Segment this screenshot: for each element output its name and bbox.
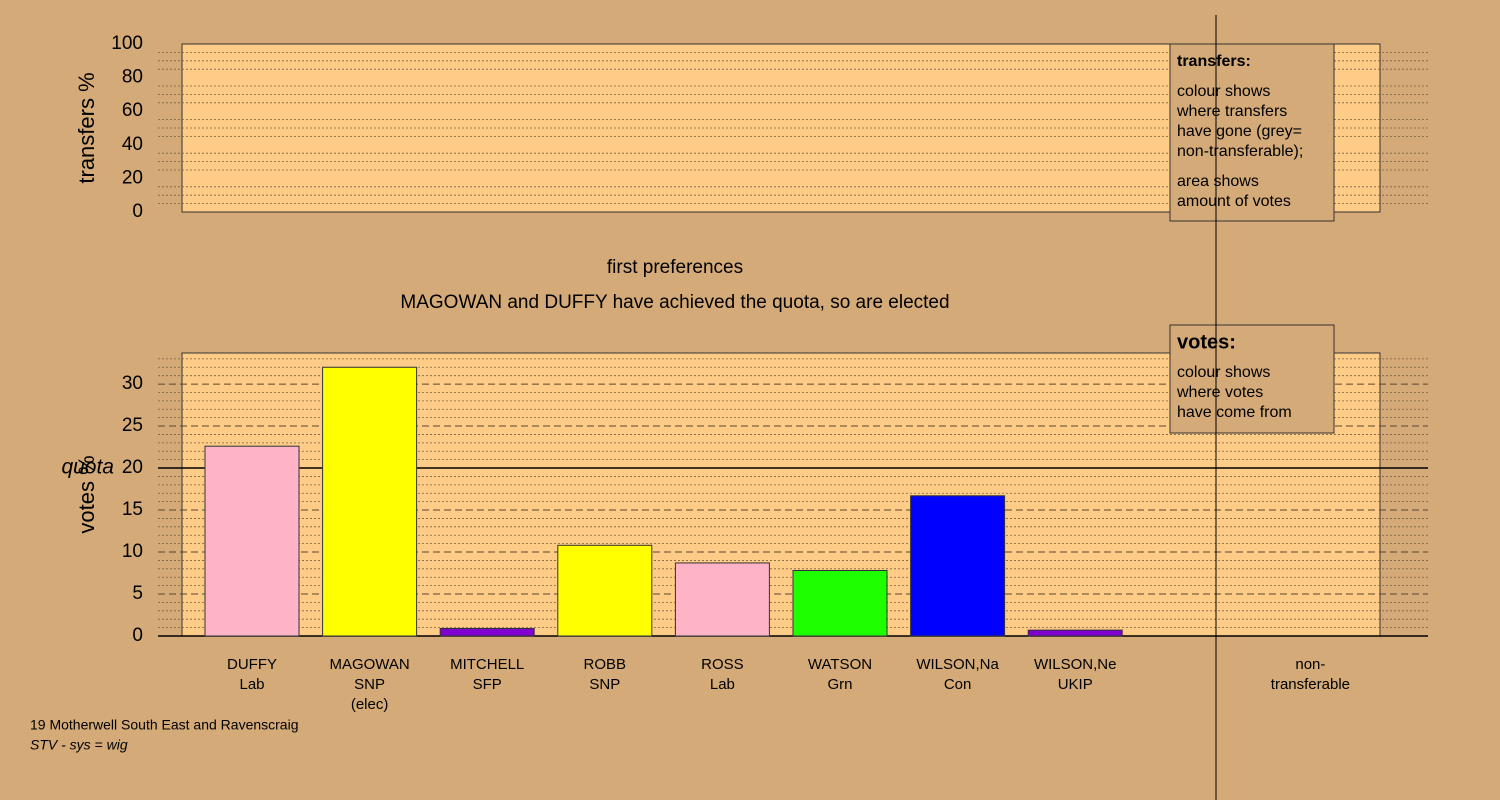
x-tick-label: (elec) (351, 696, 389, 713)
legend-text: have gone (grey= (1177, 123, 1302, 140)
x-tick-label: SFP (473, 676, 502, 693)
y-tick-label: 60 (122, 100, 143, 121)
chart-title: first preferences (607, 257, 743, 278)
legend-text: where transfers (1176, 103, 1287, 120)
bar (910, 495, 1006, 637)
legend-box (1169, 324, 1335, 434)
y-tick-label: 0 (132, 201, 143, 222)
y-tick-label: 5 (132, 583, 143, 604)
footer: 19 Motherwell South East and Ravenscraig (30, 717, 298, 733)
y-axis-label: transfers % (74, 72, 99, 183)
quota-label: quota (61, 456, 114, 479)
x-tick-label: DUFFY (227, 656, 277, 673)
x-tick-label: WILSON,Na (916, 656, 999, 673)
x-tick-label: MITCHELL (450, 656, 524, 673)
legend-text: colour shows (1177, 83, 1270, 100)
y-axis-label: votes % (74, 455, 99, 533)
footer: STV - sys = wig (30, 737, 128, 753)
x-tick-label: Lab (710, 676, 735, 693)
y-tick-label: 20 (122, 167, 143, 188)
x-tick-label: SNP (354, 676, 385, 693)
legend-text: colour shows (1177, 364, 1270, 381)
legend-text: amount of votes (1177, 193, 1291, 210)
legend-text: have come from (1177, 404, 1292, 421)
legend-box (1169, 43, 1335, 222)
bar (557, 544, 653, 637)
legend-title: transfers: (1177, 53, 1251, 70)
y-tick-label: 10 (122, 541, 143, 562)
legend-text: area shows (1177, 173, 1259, 190)
chart-subtitle: MAGOWAN and DUFFY have achieved the quot… (400, 292, 949, 313)
x-tick-label: ROBB (584, 656, 627, 673)
y-tick-label: 40 (122, 134, 143, 155)
x-tick-label: UKIP (1058, 676, 1093, 693)
y-tick-label: 30 (122, 373, 143, 394)
x-tick-label: transferable (1271, 676, 1350, 693)
x-tick-label: Lab (239, 676, 264, 693)
bar (322, 366, 418, 637)
y-tick-label: 80 (122, 67, 143, 88)
bar (204, 445, 300, 637)
x-tick-label: WATSON (808, 656, 872, 673)
x-tick-label: WILSON,Ne (1034, 656, 1117, 673)
y-tick-label: 15 (122, 499, 143, 520)
y-tick-label: 25 (122, 415, 143, 436)
bar (1027, 629, 1123, 637)
bar (439, 627, 535, 637)
legend-text: where votes (1176, 384, 1263, 401)
y-tick-label: 0 (132, 625, 143, 646)
legend-title: votes: (1177, 331, 1236, 353)
x-tick-label: ROSS (701, 656, 744, 673)
x-tick-label: MAGOWAN (329, 656, 409, 673)
legend-text: non-transferable); (1177, 143, 1303, 160)
x-tick-label: Grn (827, 676, 852, 693)
y-tick-label: 20 (122, 457, 143, 478)
bar (792, 569, 888, 637)
x-tick-label: Con (944, 676, 972, 693)
y-tick-label: 100 (111, 33, 143, 54)
x-tick-label: non- (1295, 656, 1325, 673)
bar (674, 562, 770, 637)
x-tick-label: SNP (589, 676, 620, 693)
